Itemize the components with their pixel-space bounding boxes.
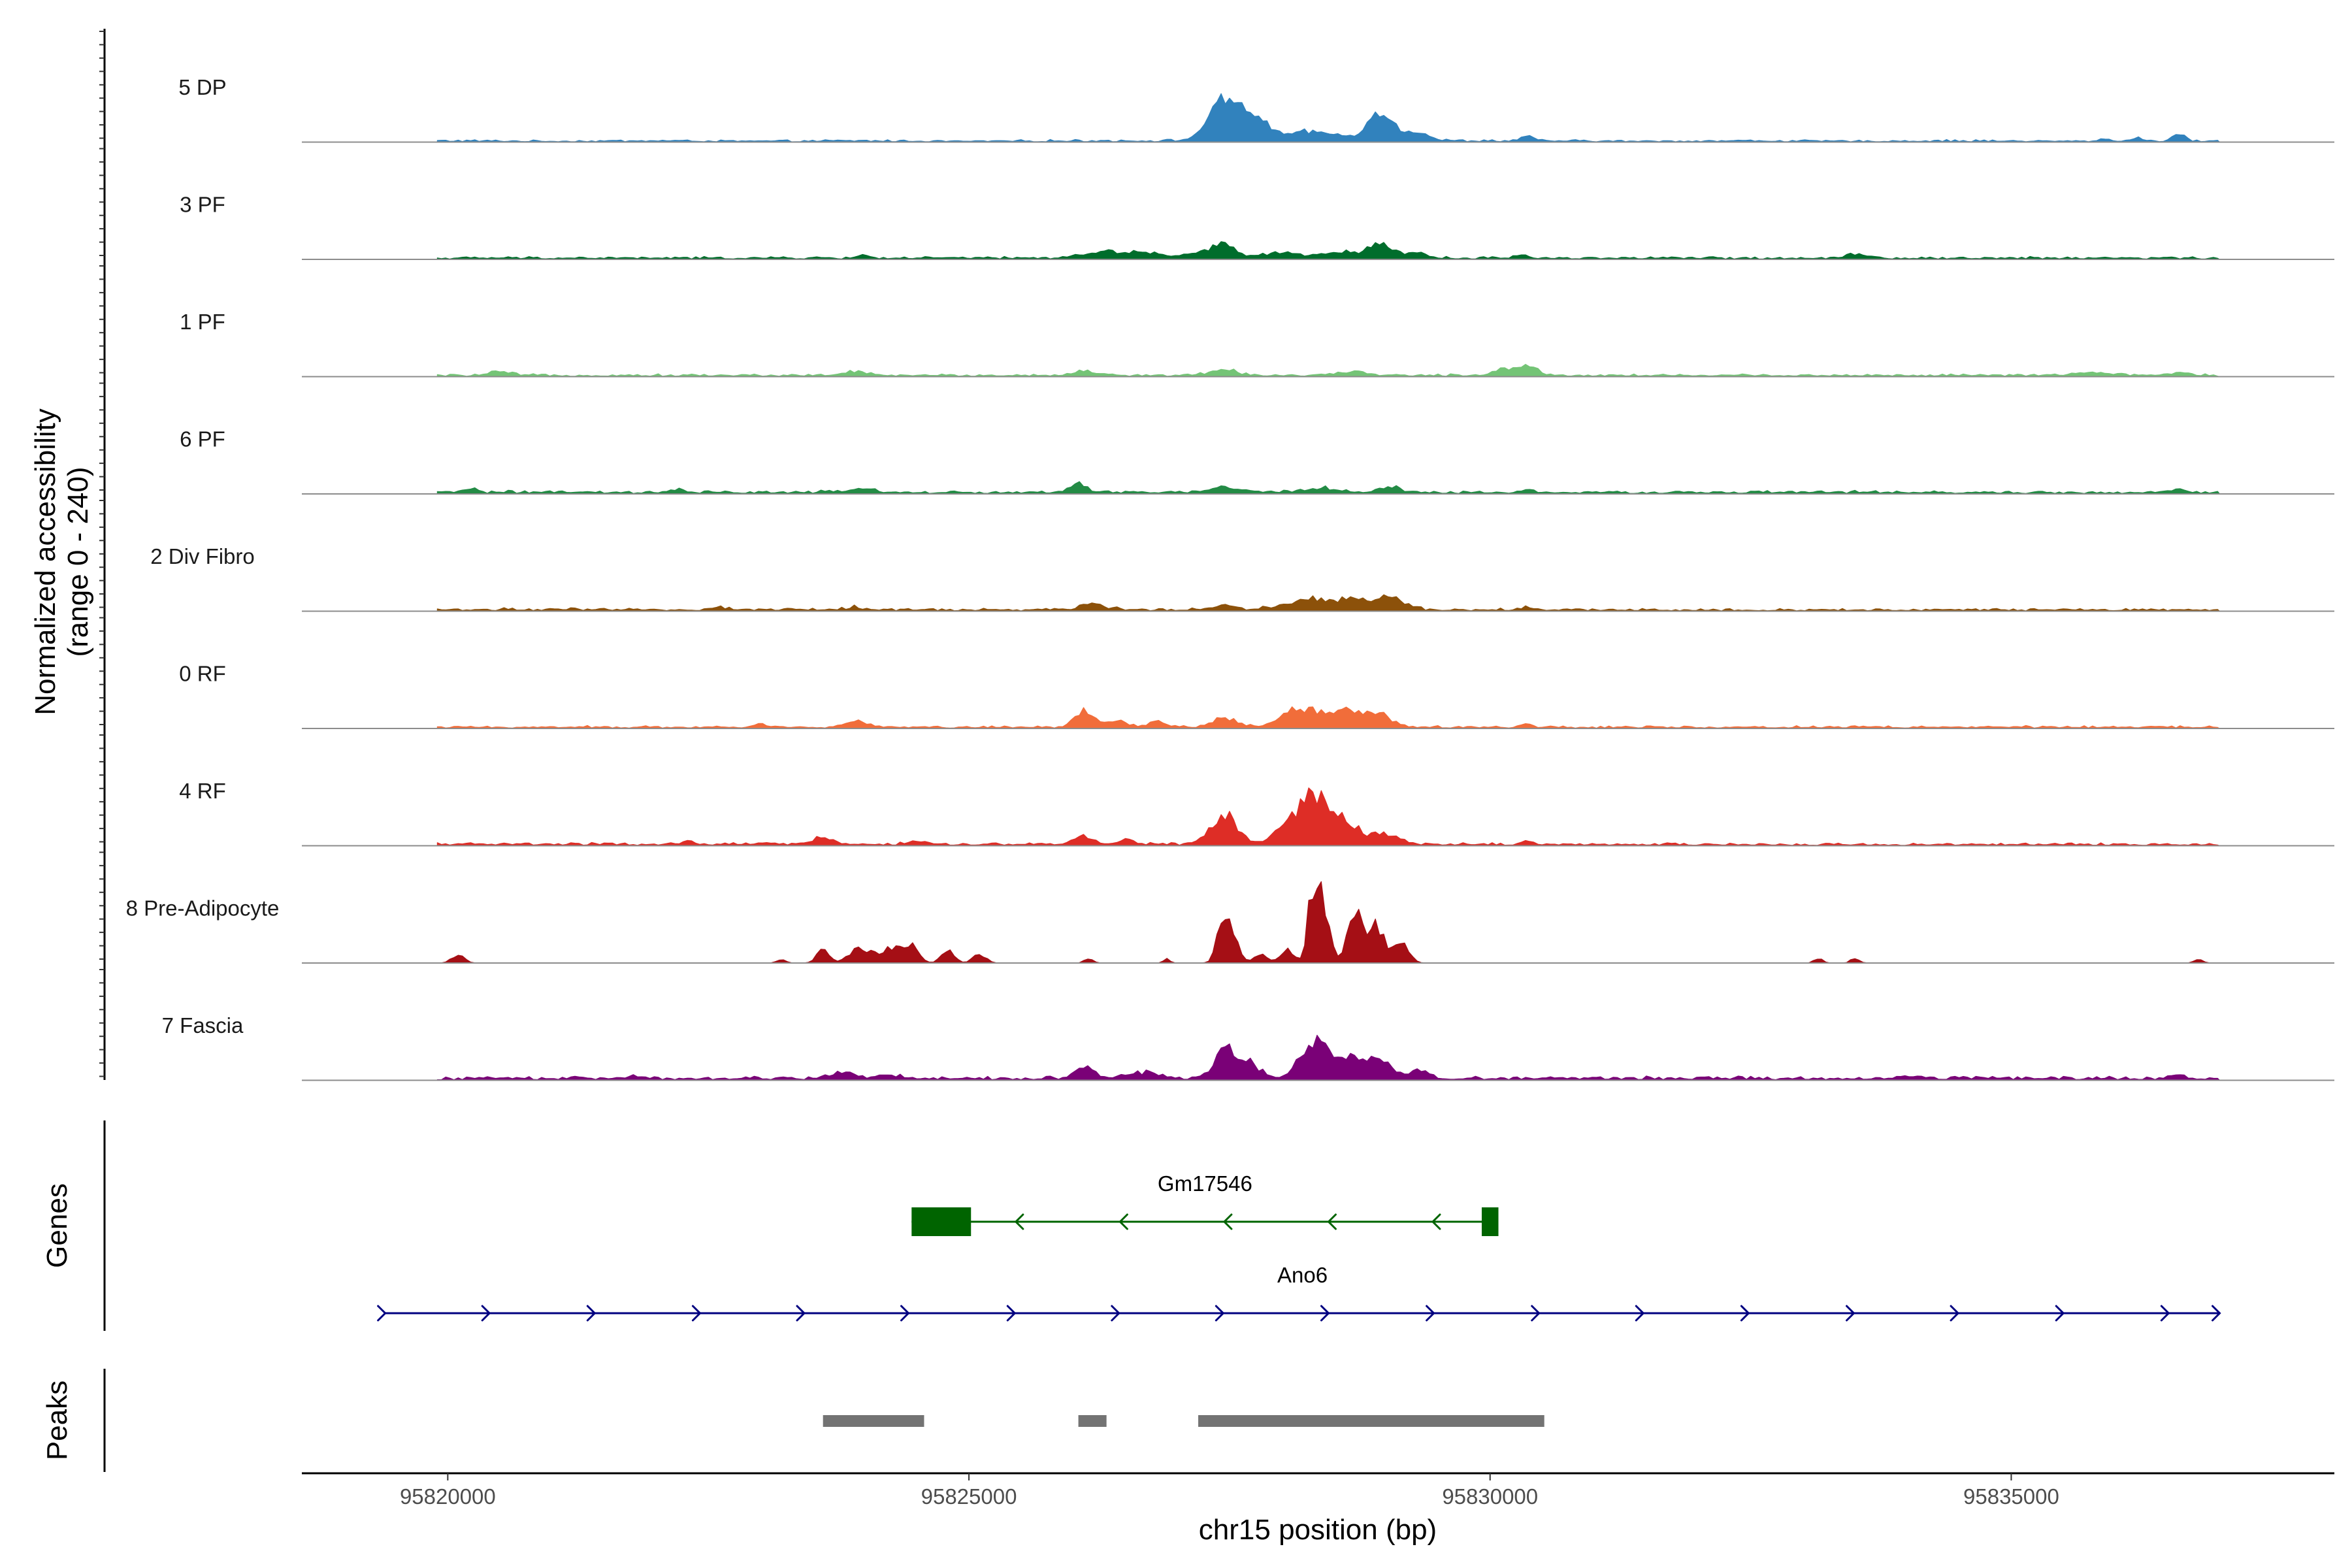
strand-arrow-right-icon xyxy=(691,1305,702,1322)
track-label: 3 PF xyxy=(180,193,225,217)
track-signal-area xyxy=(436,594,2221,612)
strand-arrow-left-icon xyxy=(1431,1213,1441,1230)
coverage-tracks: 5 DP 3 PF 1 PF 6 PF 2 Div Fibro 0 RF 4 RF 8 Pre… xyxy=(126,75,2334,1081)
track-2-div-fibro: 2 Div Fibro xyxy=(150,544,2334,612)
gene-exon xyxy=(1481,1207,1499,1236)
strand-arrow-right-icon xyxy=(1846,1305,1855,1322)
strand-arrow-right-icon xyxy=(586,1305,596,1322)
track-signal-area xyxy=(436,364,2221,378)
track-1-pf: 1 PF xyxy=(180,310,2334,378)
peak-region-bar xyxy=(1198,1415,1544,1427)
gene-gm17546: Gm17546 xyxy=(911,1171,1499,1236)
track-3-pf: 3 PF xyxy=(180,193,2334,260)
track-0-rf: 0 RF xyxy=(179,662,2334,729)
strand-arrow-right-icon xyxy=(2212,1305,2221,1322)
strand-arrow-right-icon xyxy=(1111,1305,1120,1322)
gene-label: Ano6 xyxy=(1277,1263,1328,1287)
strand-arrow-right-icon xyxy=(2055,1305,2065,1322)
track-signal-area xyxy=(436,706,2221,729)
peak-region-bar xyxy=(1078,1415,1107,1427)
track-label: 5 DP xyxy=(178,75,226,99)
y-axis-title: Normalized accessibility (range 0 - 240) xyxy=(29,408,94,715)
gene-exon xyxy=(911,1207,972,1236)
strand-arrow-left-icon xyxy=(1327,1213,1337,1230)
x-axis-tick-label: 95825000 xyxy=(921,1484,1017,1509)
genes-panel-title: Genes xyxy=(41,1183,73,1268)
strand-arrow-left-icon xyxy=(1119,1213,1128,1230)
track-7-fascia: 7 Fascia xyxy=(162,1013,2334,1081)
track-signal-area xyxy=(436,481,2221,495)
gene-label: Gm17546 xyxy=(1158,1171,1252,1196)
x-axis-tick-label: 95835000 xyxy=(1963,1484,2059,1509)
x-axis-tick-label: 95820000 xyxy=(400,1484,496,1509)
x-axis-ticks: 95820000 95825000 95830000 95835000 xyxy=(400,1473,2059,1509)
x-axis-title: chr15 position (bp) xyxy=(1199,1514,1437,1546)
track-signal-area xyxy=(436,881,2221,964)
track-signal-area xyxy=(436,787,2221,847)
strand-arrow-right-icon xyxy=(1740,1305,1750,1322)
strand-arrow-right-icon xyxy=(1950,1305,1960,1322)
strand-arrow-right-icon xyxy=(1635,1305,1645,1322)
y-axis-title-line1: Normalized accessibility xyxy=(29,408,61,715)
track-label: 4 RF xyxy=(179,779,226,803)
peak-regions xyxy=(823,1415,1544,1427)
track-label: 8 Pre-Adipocyte xyxy=(126,896,280,921)
strand-arrow-left-icon xyxy=(1014,1213,1024,1230)
gene-ano6: Ano6 xyxy=(377,1263,2221,1322)
strand-arrow-right-icon xyxy=(1426,1305,1435,1322)
strand-arrow-left-icon xyxy=(1222,1213,1233,1230)
track-label: 6 PF xyxy=(180,427,225,451)
track-signal-area xyxy=(436,241,2221,260)
strand-arrow-right-icon xyxy=(481,1305,491,1322)
strand-arrow-right-icon xyxy=(796,1305,806,1322)
strand-arrow-right-icon xyxy=(2160,1305,2170,1322)
track-4-rf: 4 RF xyxy=(179,779,2334,847)
genes-track: Gm17546 Ano6 xyxy=(377,1171,2221,1322)
track-label: 7 Fascia xyxy=(162,1013,244,1037)
strand-arrow-right-icon xyxy=(1006,1305,1017,1322)
x-axis-tick-label: 95830000 xyxy=(1442,1484,1538,1509)
strand-arrow-right-icon xyxy=(1320,1305,1330,1322)
strand-arrow-right-icon xyxy=(900,1305,910,1322)
peaks-panel-title: Peaks xyxy=(41,1380,73,1460)
coverage-y-axis xyxy=(99,29,106,1080)
track-signal-area xyxy=(436,93,2221,143)
strand-arrow-right-icon xyxy=(1531,1305,1541,1322)
strand-arrow-right-icon xyxy=(377,1305,387,1322)
track-label: 0 RF xyxy=(179,662,226,686)
peak-region-bar xyxy=(823,1415,924,1427)
track-5-dp: 5 DP xyxy=(178,75,2334,143)
y-axis-title-line2: (range 0 - 240) xyxy=(62,466,94,657)
track-label: 2 Div Fibro xyxy=(150,544,255,568)
strand-arrow-right-icon xyxy=(1215,1305,1225,1322)
track-6-pf: 6 PF xyxy=(180,427,2334,495)
track-8-pre-adipocyte: 8 Pre-Adipocyte xyxy=(126,881,2334,964)
track-signal-area xyxy=(436,1034,2221,1081)
track-label: 1 PF xyxy=(180,310,225,334)
